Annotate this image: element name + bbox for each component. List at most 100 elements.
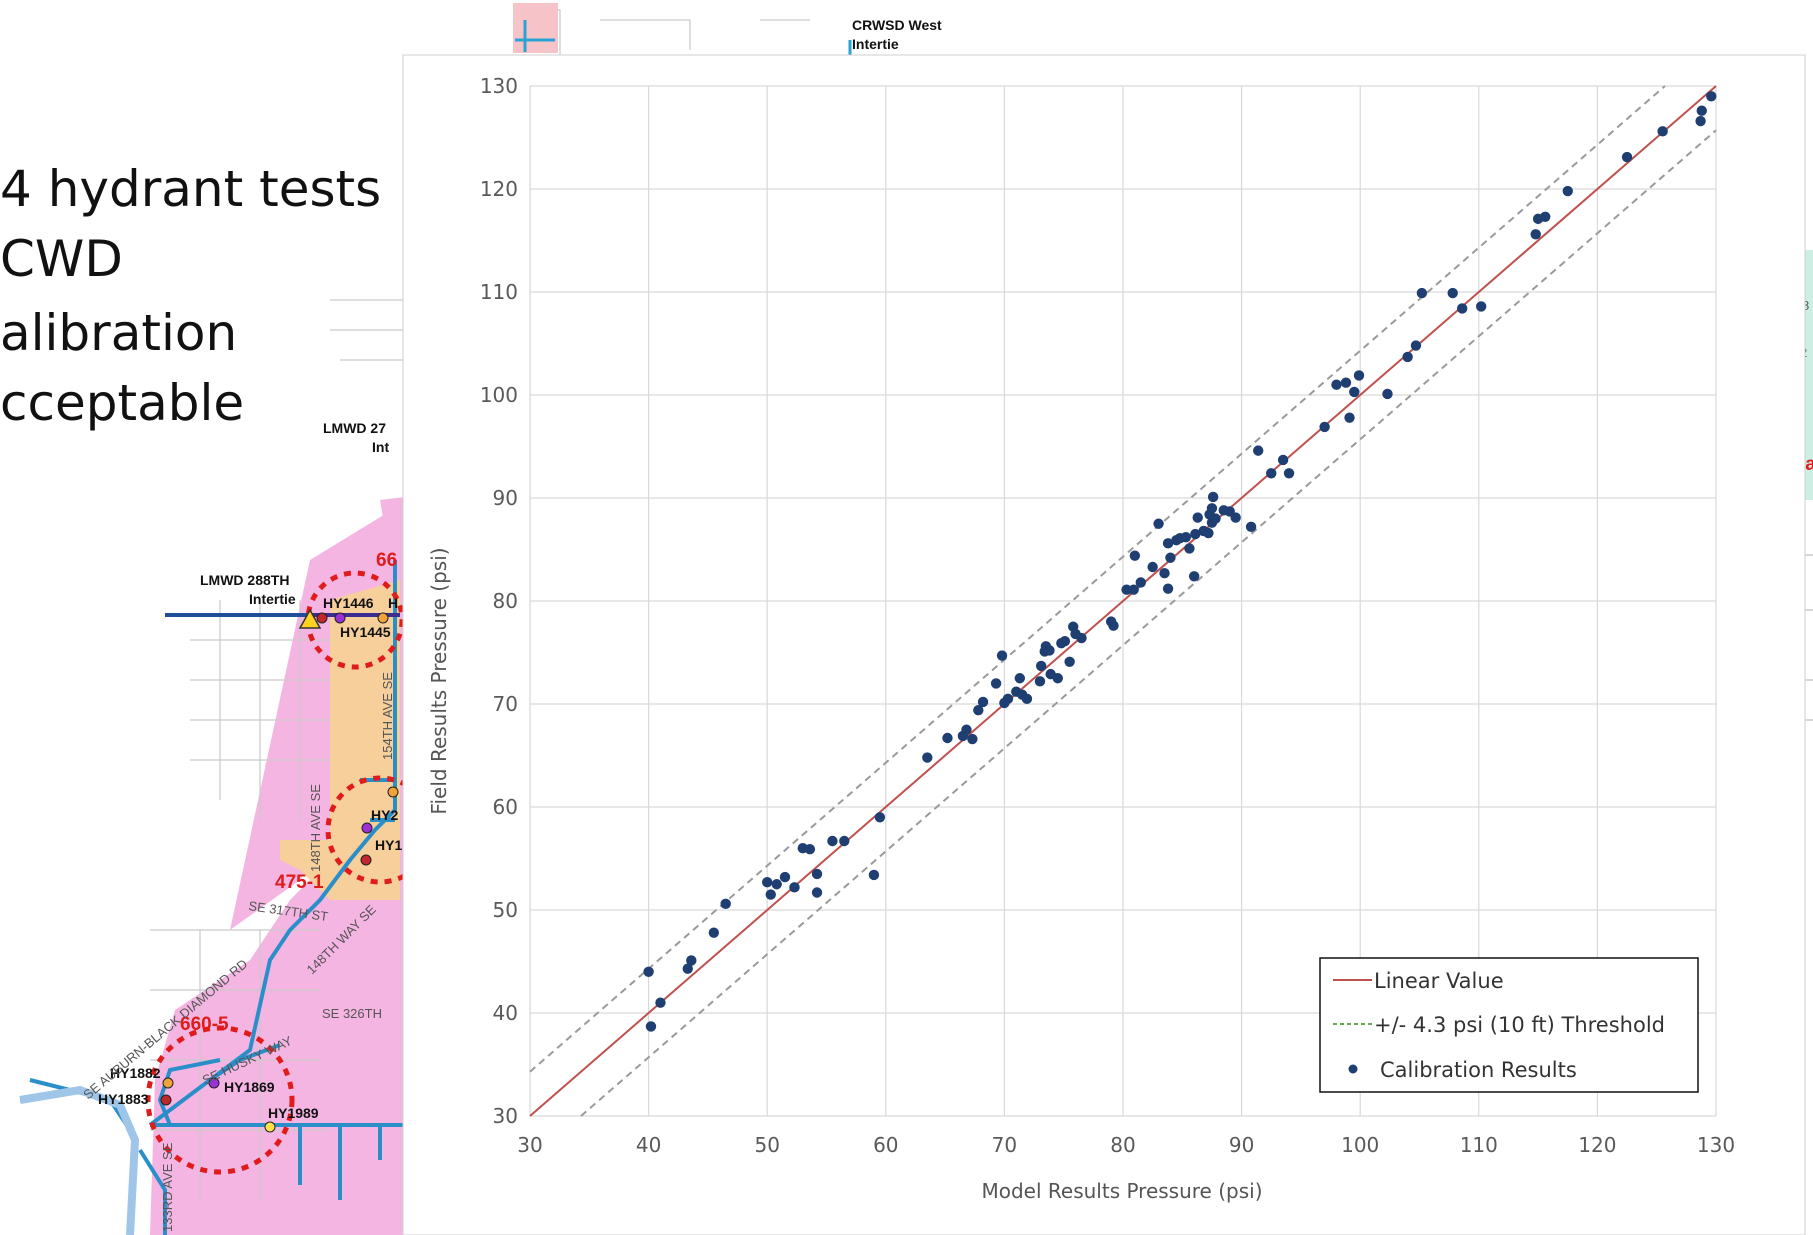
calibration-point: [1695, 115, 1706, 127]
map-label-crwsd-intertie: Intertie: [852, 36, 899, 52]
map-label-hy1883: HY1883: [98, 1091, 149, 1107]
calibration-point: [1035, 660, 1047, 672]
legend-swatch-calibration: [1348, 1064, 1358, 1074]
calibration-point: [1034, 676, 1046, 687]
map-label-lmwd288-intertie: Intertie: [249, 591, 296, 607]
upper-threshold-line: [529, 85, 1666, 1073]
x-tick-label: 120: [1578, 1133, 1616, 1157]
calibration-point: [827, 835, 838, 847]
calibration-point: [1706, 91, 1717, 102]
legend-item-calibration: Calibration Results: [1380, 1058, 1577, 1082]
calibration-point: [1344, 412, 1355, 423]
calibration-point: [1052, 673, 1063, 684]
calibration-point: [967, 733, 978, 745]
calibration-point: [1562, 185, 1573, 197]
intertie-marker-icon: [298, 608, 322, 629]
legend-box: [1319, 957, 1699, 1093]
x-tick-label: 30: [517, 1133, 542, 1157]
calibration-point: [686, 955, 697, 966]
y-tick-label: 100: [480, 383, 518, 407]
calibration-point: [1207, 491, 1219, 503]
y-tick-label: 90: [493, 486, 518, 510]
calibration-point: [1190, 528, 1201, 540]
y-tick-label: 60: [493, 795, 518, 819]
calibration-point: [1147, 561, 1158, 573]
calibration-point: [1283, 468, 1295, 479]
calibration-point: [942, 732, 953, 744]
y-tick-label: 80: [493, 589, 518, 613]
calibration-point: [1253, 445, 1264, 456]
calibration-point: [1530, 229, 1541, 240]
map-label-hy1869: HY1869: [224, 1079, 275, 1095]
calibration-point: [1129, 550, 1141, 561]
calibration-point: [708, 927, 720, 938]
hydrant-purple-icon: [208, 1077, 220, 1089]
x-tick-label: 40: [636, 1133, 661, 1157]
y-tick-label: 120: [480, 177, 518, 201]
hydrant-yellow-icon: [264, 1121, 276, 1133]
calibration-point: [973, 704, 984, 716]
hydrant-red-icon: [160, 1094, 172, 1106]
hydrant-purple-icon: [361, 822, 373, 834]
hydrant-orange-icon: [387, 786, 399, 798]
chart-ticks: 30 40 50 60 70 80 90 100 110 120 130 30 40 50 60 70 80 90…: [480, 74, 1735, 1157]
y-axis-label: Field Results Pressure (psi): [427, 547, 451, 814]
map-label-hy1445: HY1445: [340, 624, 391, 640]
calibration-point: [839, 835, 850, 847]
calibration-point: [922, 752, 933, 763]
map-label-lmwd288: LMWD 288TH: [200, 572, 289, 588]
x-tick-label: 70: [992, 1133, 1017, 1157]
calibration-point: [762, 876, 773, 888]
calibration-point: [720, 898, 731, 910]
y-tick-label: 50: [493, 898, 518, 922]
calibration-point: [771, 879, 782, 890]
calibration-point: [1044, 645, 1055, 656]
river: [19, 1085, 140, 1235]
linear-value-line: [529, 85, 1717, 1117]
calibration-point: [682, 963, 693, 974]
calibration-point: [1108, 620, 1119, 631]
zone-label-475-1: 475-1: [275, 872, 324, 893]
calibration-point: [1162, 538, 1174, 549]
chart-legend: Linear Value +/- 4.3 psi (10 ft) Thresho…: [1319, 957, 1699, 1093]
calibration-point: [1475, 301, 1487, 312]
calibration-point: [1165, 552, 1176, 563]
calibration-point: [1135, 577, 1146, 588]
calibration-point: [1353, 370, 1365, 381]
calibration-point: [1447, 287, 1458, 299]
map-label-hy1446: HY1446: [323, 595, 374, 611]
x-tick-label: 80: [1110, 1133, 1135, 1157]
chart-panel: 30 40 50 60 70 80 90 100 110 120 130 30 40 50 60 70 80 90…: [402, 54, 1806, 1235]
calibration-point: [779, 871, 791, 883]
calibration-point: [996, 650, 1008, 661]
calibration-point: [1540, 211, 1551, 223]
x-tick-label: 100: [1341, 1133, 1379, 1157]
road-label-326th: SE 326TH: [322, 1006, 382, 1021]
chart-points: [643, 91, 1717, 1032]
hydrant-red-icon: [360, 854, 372, 866]
calibration-point: [977, 696, 989, 708]
calibration-point: [1206, 503, 1218, 514]
street-grid: [150, 9, 810, 1200]
calibration-point: [868, 869, 880, 881]
calibration-point: [1340, 377, 1352, 388]
calibration-point: [1210, 513, 1221, 524]
x-tick-label: 130: [1697, 1133, 1735, 1157]
road-label-154th: 154TH AVE SE: [380, 672, 395, 760]
calibration-point: [1266, 468, 1277, 479]
calibration-point: [1159, 567, 1170, 579]
map-label-hy1882: HY1882: [110, 1065, 161, 1081]
calibration-point: [1014, 673, 1026, 684]
calibration-point: [1203, 527, 1214, 539]
calibration-point: [1153, 518, 1164, 529]
calibration-point: [990, 678, 1002, 689]
calibration-point: [789, 882, 800, 893]
bullet-1: 4 hydrant tests: [0, 160, 382, 218]
calibration-point: [1319, 421, 1330, 433]
legend-item-threshold: +/- 4.3 psi (10 ft) Threshold: [1374, 1013, 1665, 1037]
service-area-map: CRWSD West Intertie: [19, 3, 942, 1235]
water-mains: [29, 560, 420, 1235]
lower-threshold-line: [580, 129, 1717, 1117]
calibration-point: [1402, 351, 1413, 363]
calibration-point: [1184, 543, 1195, 554]
